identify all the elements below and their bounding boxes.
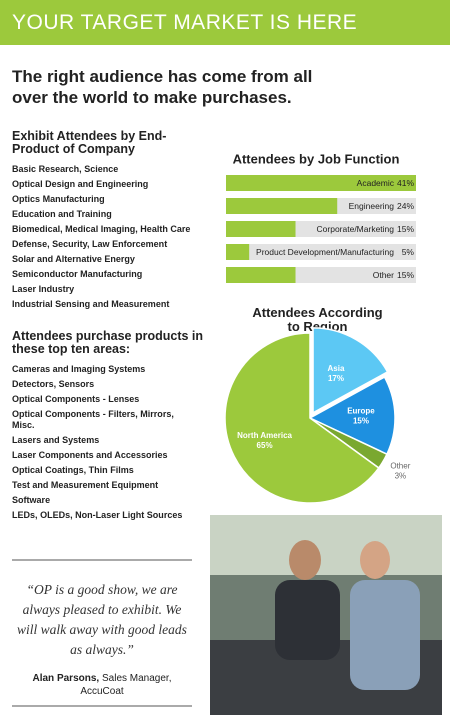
pie-slice (312, 327, 389, 415)
list-title: Attendees purchase products in these top… (12, 329, 204, 356)
bar-value-label: 15% (397, 224, 414, 234)
slice-label: North America 65% (237, 431, 292, 450)
list-item: Defense, Security, Law Enforcement (12, 239, 168, 250)
list-item: Biomedical, Medical Imaging, Health Care (12, 224, 191, 235)
bar (226, 175, 416, 191)
list-title: Exhibit Attendees by End-Product of Comp… (12, 129, 167, 156)
quote-name: Alan Parsons, (32, 673, 100, 684)
list-item: LEDs, OLEDs, Non-Laser Light Sources (12, 510, 183, 521)
slice-value: 65% (257, 441, 273, 450)
list-item: Education and Training (12, 209, 112, 220)
pie-slice (308, 376, 396, 456)
bar-value-label: 24% (397, 201, 414, 211)
list-item: Optical Design and Engineering (12, 179, 149, 190)
list: Attendees purchase products in these top… (12, 330, 207, 523)
photo (210, 515, 442, 715)
list-item: Optical Components - Filters, Mirrors, M… (12, 409, 174, 431)
bar-value-label: 15% (397, 270, 414, 280)
slice-label: Other 3% (390, 462, 410, 481)
list-item: Solar and Alternative Energy (12, 254, 135, 265)
list-item: Semiconductor Manufacturing (12, 269, 143, 280)
list: Exhibit Attendees by End-Product of Comp… (12, 130, 207, 312)
slice-value: 17% (328, 374, 344, 383)
bar (226, 221, 296, 237)
bar-track (226, 244, 416, 260)
slice-label: Asia 17% (328, 364, 345, 383)
header-title: YOUR TARGET MARKET IS HERE (0, 0, 450, 45)
slice-category: Other (390, 462, 410, 471)
slice-category: Europe (347, 407, 375, 416)
list-item: Software (12, 495, 51, 506)
bar-category-label: Academic (357, 178, 395, 188)
slice-category: North America (237, 431, 292, 440)
list-item: Cameras and Imaging Systems (12, 364, 146, 375)
slice-value: 15% (353, 417, 369, 426)
slice-category: Asia (328, 364, 345, 373)
list-item: Industrial Sensing and Measurement (12, 299, 170, 310)
list-item: Basic Research, Science (12, 164, 119, 175)
list-item: Test and Measurement Equipment (12, 480, 159, 491)
bar-category-label: Product Development/Manufacturing (256, 247, 394, 257)
bar-value-label: 41% (397, 178, 414, 188)
quote-role: Sales Manager, AccuCoat (80, 673, 172, 697)
bar-value-label: 5% (402, 247, 415, 257)
slice-value: 3% (395, 472, 407, 481)
list-item: Lasers and Systems (12, 435, 100, 446)
list-item: Optics Manufacturing (12, 194, 105, 205)
bar (226, 244, 250, 260)
headline: The right audience has come from all ove… (12, 67, 313, 107)
chart-title: Attendees by Job Function (233, 151, 400, 166)
slice-label: Europe 15% (347, 407, 375, 426)
attribution: Alan Parsons, Sales Manager, AccuCoat (12, 672, 192, 698)
bar (226, 198, 338, 214)
bar-category-label: Engineering (349, 201, 395, 211)
bar (226, 267, 296, 283)
list-item: Laser Industry (12, 284, 75, 295)
quote: “OP is a good show, we are always please… (17, 582, 187, 657)
list-item: Optical Components - Lenses (12, 394, 140, 405)
list-item: Optical Coatings, Thin Films (12, 465, 134, 476)
bar-category-label: Other (373, 270, 394, 280)
bar-category-label: Corporate/Marketing (317, 224, 395, 234)
list-item: Detectors, Sensors (12, 379, 95, 390)
pie-slice (224, 332, 380, 504)
list-item: Laser Components and Accessories (12, 450, 168, 461)
